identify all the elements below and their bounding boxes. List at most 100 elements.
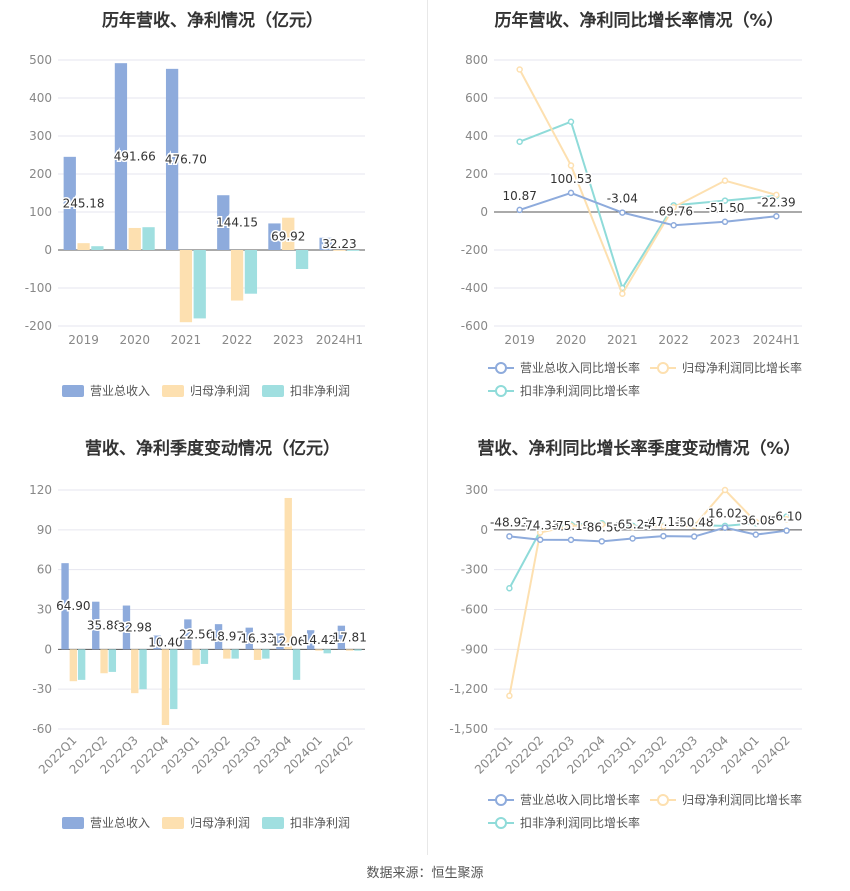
x-tick-label: 2021	[607, 333, 638, 347]
annual-growth-rate-chart: 历年营收、净利同比增长率情况（%） 800 600 400 200 0 -200 -400 -…	[428, 0, 850, 420]
point-revenue-growth	[506, 533, 513, 540]
point-revenue-growth	[670, 222, 677, 229]
y-tick-label: -600	[461, 319, 488, 333]
x-tick-label: 2021	[171, 333, 202, 347]
bar-net-profit	[128, 227, 141, 250]
bar-net-profit	[345, 649, 354, 651]
point-net-growth	[721, 177, 729, 184]
point-revenue-growth	[536, 536, 544, 543]
bar-net-profit	[69, 649, 78, 682]
bar-net-profit	[179, 250, 193, 323]
line-data-label: -47.13	[644, 515, 683, 529]
y-tick-label: 60	[37, 563, 52, 577]
legend-net-profit[interactable]: 归母净利润	[162, 383, 250, 399]
legend-revenue[interactable]: 营业总收入	[62, 815, 150, 831]
point-net-growth	[721, 486, 729, 494]
bar-net-profit	[253, 649, 262, 660]
legend-swatch	[650, 794, 676, 806]
bar-data-label: 12.06	[271, 634, 305, 648]
legend-swatch	[62, 817, 84, 829]
y-tick-label: 400	[29, 91, 52, 105]
legend-revenue-growth[interactable]: 营业总收入同比增长率	[488, 792, 640, 808]
line-data-label: -74.33	[521, 519, 560, 533]
legend-deducted-profit[interactable]: 扣非净利润	[262, 383, 350, 399]
line-net-growth	[508, 488, 787, 696]
point-net-growth	[598, 521, 606, 528]
bar-data-label: 476.70	[165, 152, 207, 166]
bar-data-label: 32.23	[322, 237, 356, 251]
line-revenue-growth	[509, 526, 787, 543]
point-revenue-growth	[660, 532, 667, 540]
bar-net-profit	[131, 649, 139, 694]
line-chart-svg: 800 600 400 200 0 -200 -400 -600 2019 2020 2021 202…	[461, 53, 802, 347]
line-data-label: -75.19	[552, 519, 591, 533]
bar-deducted-profit	[77, 649, 86, 680]
x-tick-label: 2023	[273, 333, 304, 347]
bar-net-profit	[77, 243, 90, 250]
point-deducted-growth	[567, 118, 575, 125]
point-revenue-growth	[690, 533, 698, 540]
point-revenue-growth	[516, 206, 523, 214]
line-data-label: -3.04	[607, 192, 638, 206]
bar-revenue	[61, 563, 69, 650]
point-deducted-growth	[516, 138, 523, 145]
legend-deducted-growth[interactable]: 扣非净利润同比增长率	[488, 383, 640, 399]
quarterly-revenue-profit-chart: 营收、净利季度变动情况（亿元） 120 90 60 30 0 -30 -60 2022Q1 20…	[0, 428, 425, 853]
y-tick-label: -600	[461, 603, 488, 617]
legend-net-growth[interactable]: 归母净利润同比增长率	[650, 360, 802, 376]
y-tick-label: -1,500	[449, 722, 488, 736]
bar-data-label: 69.92	[271, 230, 305, 244]
chart-title: 历年营收、净利同比增长率情况（%）	[494, 11, 784, 31]
legend-net-profit[interactable]: 归母净利润	[162, 815, 250, 831]
y-tick-label: 100	[29, 205, 52, 219]
legend-swatch	[262, 817, 284, 829]
legend-swatch	[162, 817, 184, 829]
bar-revenue	[165, 68, 179, 250]
bar-net-profit	[284, 497, 292, 650]
y-tick-label: 200	[29, 167, 52, 181]
bar-net-profit	[230, 250, 244, 301]
bar-data-label: 144.15	[216, 216, 258, 230]
line-data-label: -6.10	[771, 510, 802, 524]
bar-data-label: 16.33	[240, 631, 274, 645]
bar-deducted-profit	[323, 649, 331, 654]
line-data-label: 100.53	[550, 172, 592, 186]
legend-net-growth[interactable]: 归母净利润同比增长率	[650, 792, 802, 808]
bar-data-label: 491.66	[114, 150, 156, 164]
bar-revenue	[122, 605, 131, 650]
legend-swatch	[488, 794, 514, 806]
bar-data-label: 17.81	[332, 631, 366, 645]
bar-revenue	[63, 156, 76, 250]
bar-deducted-profit	[244, 250, 258, 294]
bar-data-label: 18.97	[210, 630, 244, 644]
bar-revenue	[276, 633, 284, 650]
bar-net-profit	[223, 649, 231, 659]
point-net-growth	[773, 191, 780, 199]
y-tick-label: 300	[29, 129, 52, 143]
x-tick-label: 2019	[504, 333, 535, 347]
bar-revenue	[153, 635, 161, 650]
bar-revenue	[268, 223, 281, 250]
legend-revenue-growth[interactable]: 营业总收入同比增长率	[488, 360, 640, 376]
line-revenue-growth	[519, 191, 777, 227]
point-net-growth	[516, 66, 523, 73]
bar-data-label: 64.90	[56, 599, 90, 613]
x-tick-label: 2020	[556, 333, 587, 347]
bar-chart-svg: 500 400 300 200 100 0 -100 -200 2019 2020 2021 2022…	[25, 53, 365, 347]
bar-revenue	[217, 195, 230, 250]
legend-deducted-growth[interactable]: 扣非净利润同比增长率	[488, 815, 640, 831]
point-deducted-growth	[506, 585, 513, 592]
legend-deducted-profit[interactable]: 扣非净利润	[262, 815, 350, 831]
bar-data-label: 22.56	[179, 627, 213, 641]
y-tick-label: -200	[25, 319, 52, 333]
bar-deducted-profit	[292, 649, 301, 680]
bar-data-label: 10.40	[148, 635, 182, 649]
chart-title: 营收、净利季度变动情况（亿元）	[85, 439, 340, 459]
line-data-label: -36.08	[736, 514, 775, 528]
point-revenue-growth	[567, 189, 575, 197]
point-net-growth	[567, 162, 575, 169]
line-data-label: -22.39	[757, 195, 796, 209]
bar-revenue	[214, 624, 223, 650]
y-tick-label: -200	[461, 243, 488, 257]
legend-revenue[interactable]: 营业总收入	[62, 383, 150, 399]
